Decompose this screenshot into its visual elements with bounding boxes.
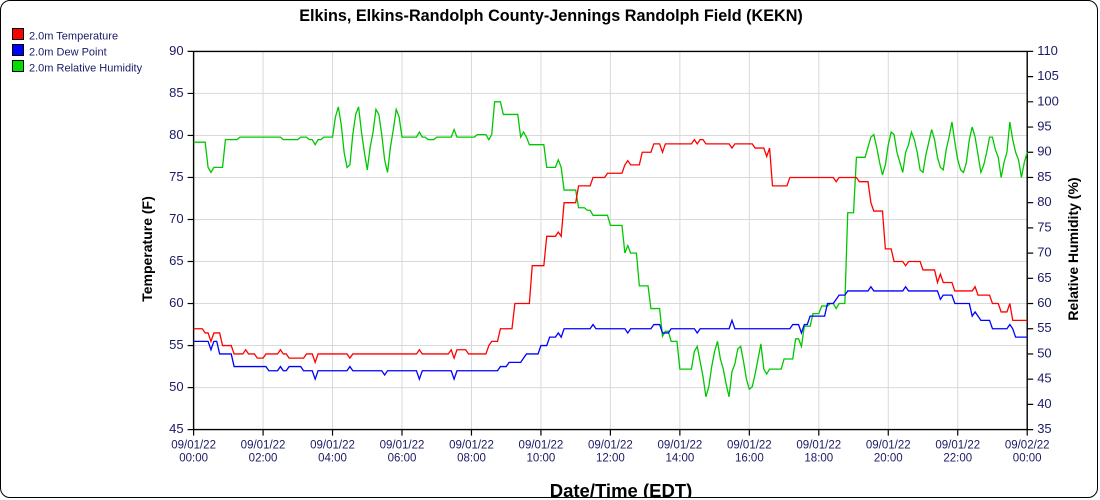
svg-text:10:00: 10:00 (527, 453, 556, 465)
svg-text:09/01/22: 09/01/22 (727, 440, 772, 452)
svg-text:09/02/22: 09/02/22 (1005, 440, 1050, 452)
svg-text:55: 55 (1037, 320, 1051, 335)
svg-text:09/01/22: 09/01/22 (588, 440, 633, 452)
svg-text:09/01/22: 09/01/22 (171, 440, 216, 452)
svg-text:09/01/22: 09/01/22 (310, 440, 355, 452)
svg-text:08:00: 08:00 (457, 453, 486, 465)
svg-text:65: 65 (169, 253, 183, 268)
svg-text:00:00: 00:00 (1013, 453, 1042, 465)
svg-text:06:00: 06:00 (388, 453, 417, 465)
svg-text:50: 50 (1037, 345, 1051, 360)
svg-text:60: 60 (169, 295, 183, 310)
svg-text:105: 105 (1037, 68, 1059, 83)
svg-text:55: 55 (169, 337, 183, 352)
svg-text:14:00: 14:00 (665, 453, 694, 465)
svg-text:45: 45 (169, 421, 183, 436)
svg-text:60: 60 (1037, 295, 1051, 310)
svg-text:110: 110 (1037, 43, 1058, 58)
svg-text:65: 65 (1037, 270, 1051, 285)
svg-text:70: 70 (1037, 245, 1051, 260)
svg-text:35: 35 (1037, 421, 1051, 436)
svg-text:85: 85 (169, 85, 183, 100)
svg-text:09/01/22: 09/01/22 (796, 440, 841, 452)
svg-text:09/01/22: 09/01/22 (241, 440, 286, 452)
svg-text:09/01/22: 09/01/22 (866, 440, 911, 452)
svg-text:00:00: 00:00 (179, 453, 208, 465)
svg-text:16:00: 16:00 (735, 453, 764, 465)
svg-text:22:00: 22:00 (943, 453, 972, 465)
svg-text:02:00: 02:00 (249, 453, 278, 465)
svg-text:09/01/22: 09/01/22 (449, 440, 494, 452)
svg-text:70: 70 (169, 211, 183, 226)
svg-text:09/01/22: 09/01/22 (519, 440, 564, 452)
svg-text:100: 100 (1037, 93, 1059, 108)
svg-text:90: 90 (1037, 144, 1051, 159)
svg-text:18:00: 18:00 (804, 453, 833, 465)
svg-text:80: 80 (169, 127, 183, 142)
svg-text:75: 75 (169, 169, 183, 184)
svg-text:40: 40 (1037, 396, 1051, 411)
svg-text:09/01/22: 09/01/22 (380, 440, 425, 452)
svg-text:45: 45 (1037, 371, 1051, 386)
svg-text:80: 80 (1037, 194, 1051, 209)
svg-text:04:00: 04:00 (318, 453, 347, 465)
svg-text:95: 95 (1037, 118, 1051, 133)
svg-text:90: 90 (169, 43, 183, 58)
svg-text:85: 85 (1037, 169, 1051, 184)
svg-text:75: 75 (1037, 219, 1051, 234)
svg-text:09/01/22: 09/01/22 (935, 440, 980, 452)
svg-text:50: 50 (169, 379, 183, 394)
svg-text:20:00: 20:00 (874, 453, 903, 465)
svg-text:09/01/22: 09/01/22 (657, 440, 702, 452)
svg-text:12:00: 12:00 (596, 453, 625, 465)
